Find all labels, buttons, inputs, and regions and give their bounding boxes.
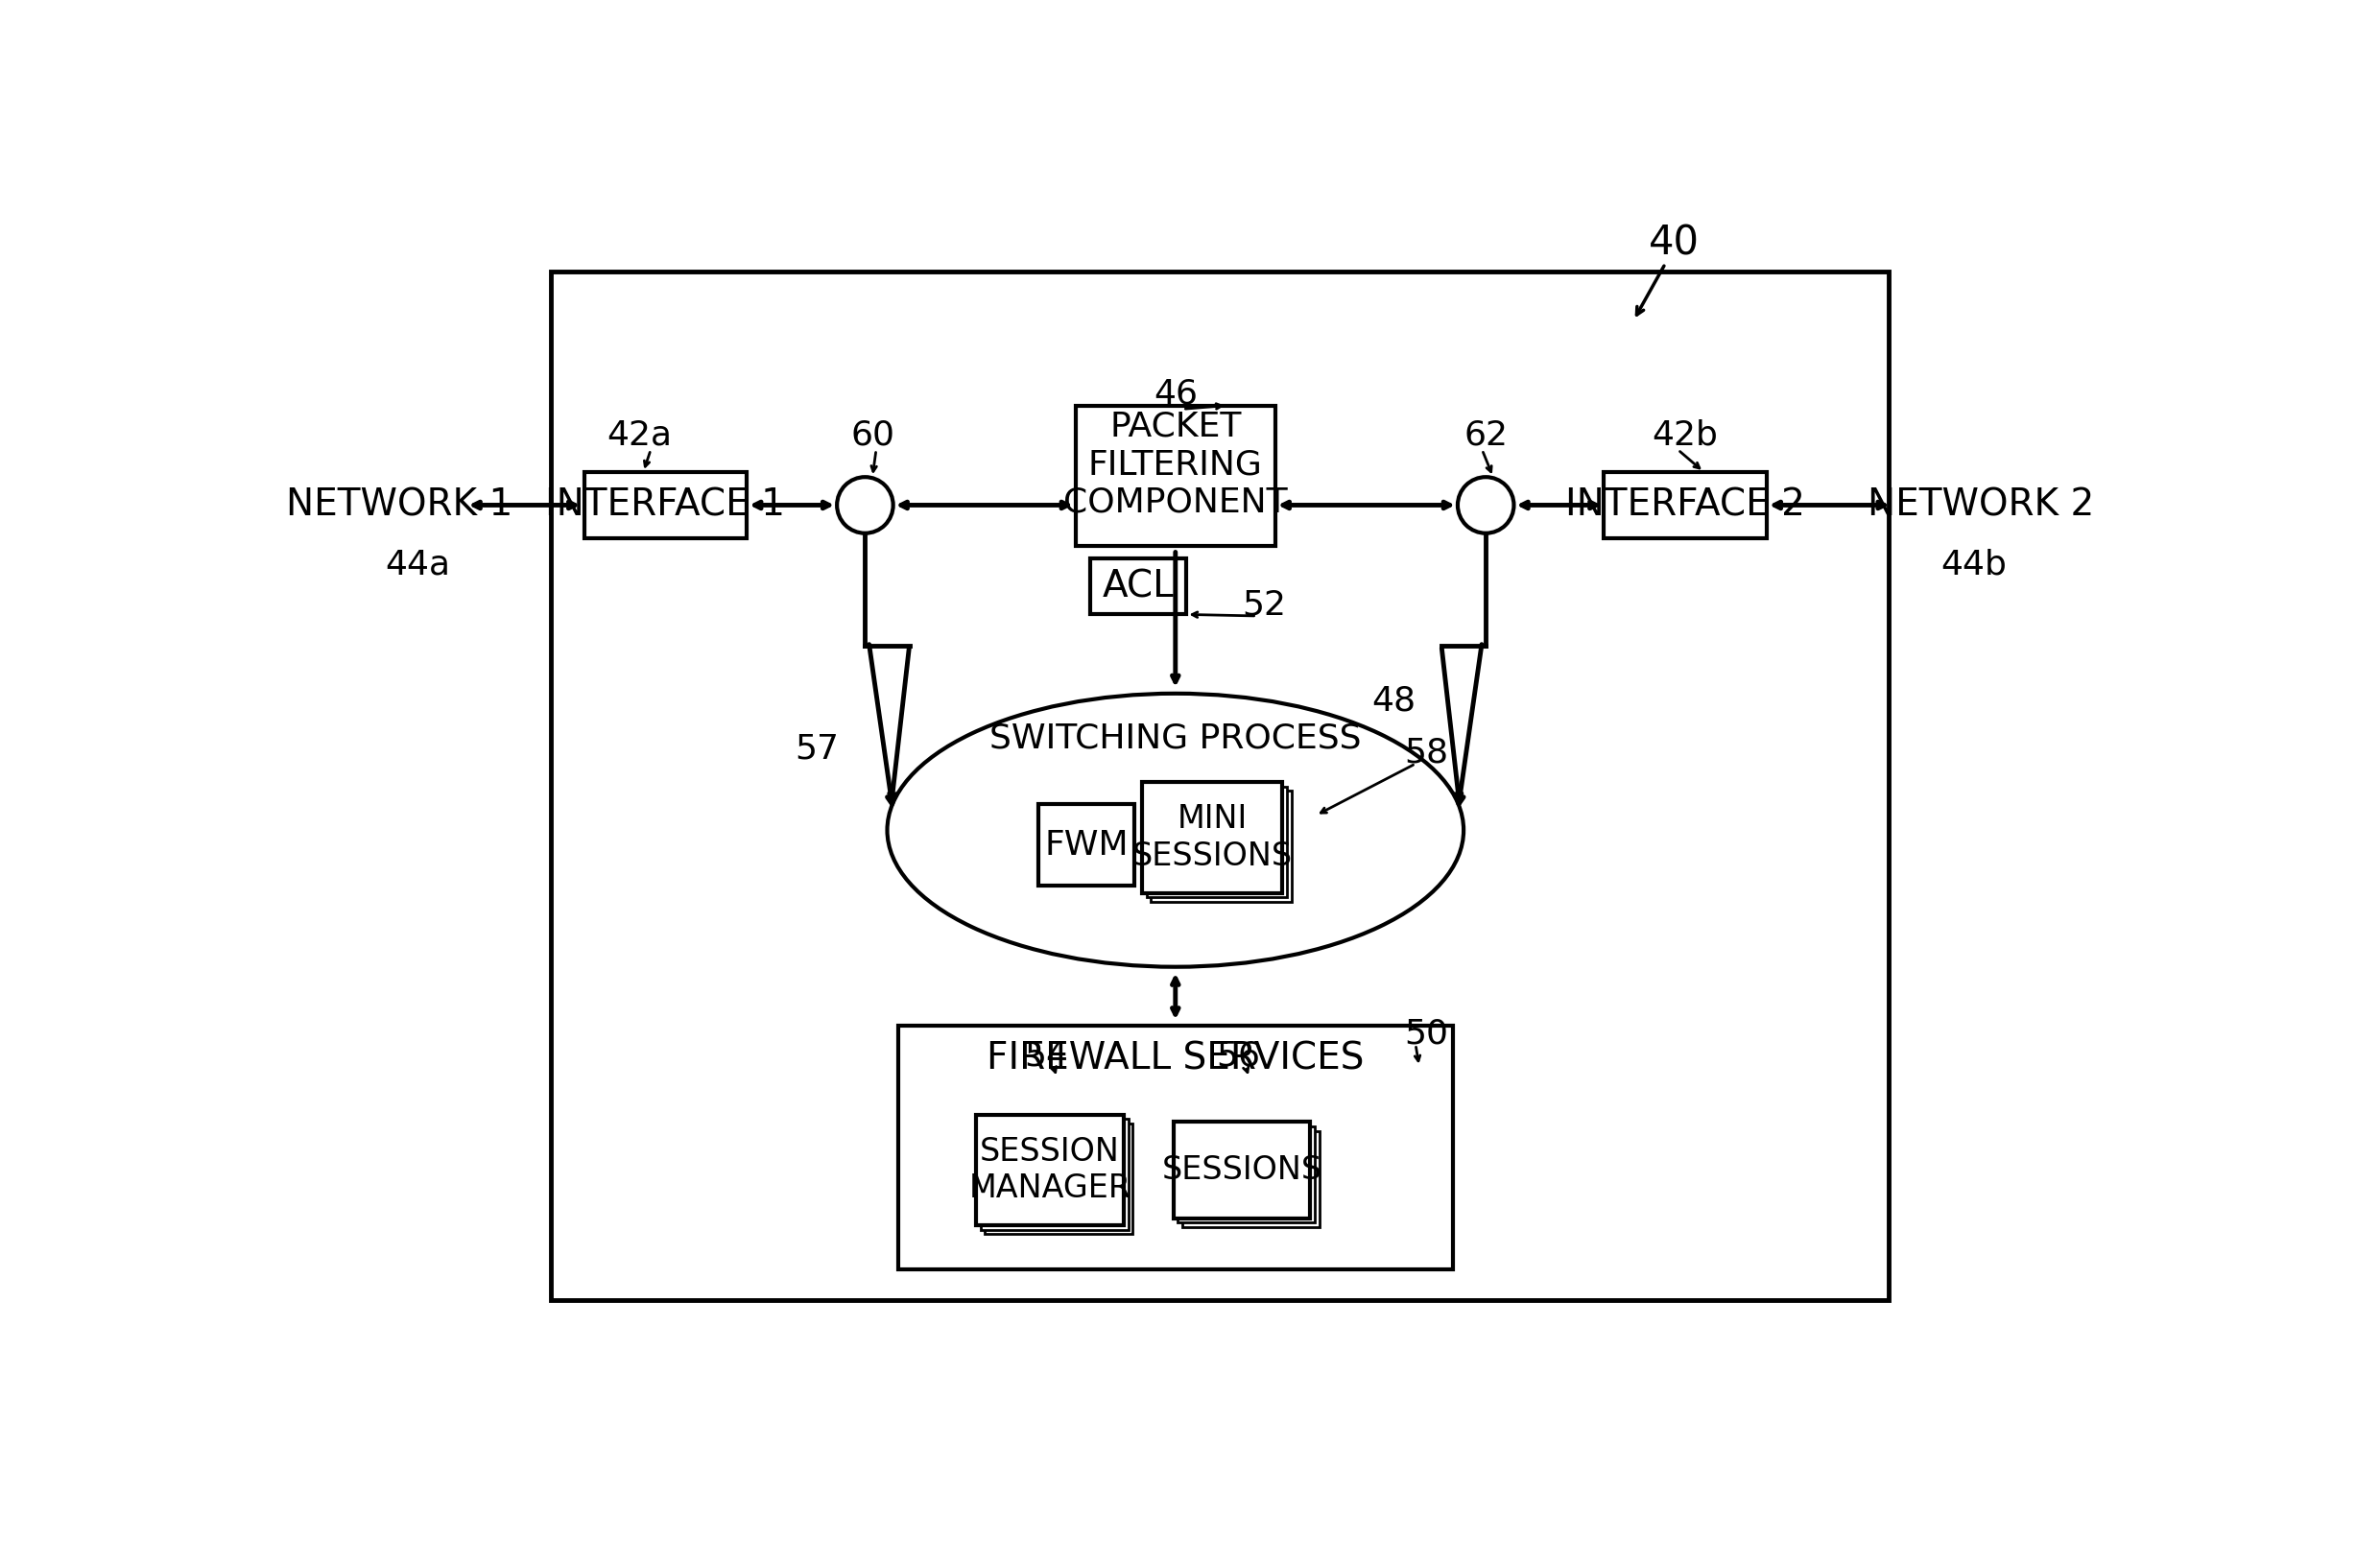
Bar <box>981 1118 1128 1229</box>
Text: 44a: 44a <box>386 548 450 581</box>
Text: FIREWALL SERVICES: FIREWALL SERVICES <box>988 1040 1364 1078</box>
Bar <box>1178 1126 1314 1223</box>
Text: 46: 46 <box>1154 378 1197 411</box>
Text: NETWORK 1: NETWORK 1 <box>286 487 514 523</box>
Bar <box>985 1123 1133 1234</box>
Text: NETWORK 2: NETWORK 2 <box>1868 487 2094 523</box>
Text: ACL: ACL <box>1102 569 1173 604</box>
Text: SESSION
MANAGER: SESSION MANAGER <box>969 1136 1130 1204</box>
Text: 44b: 44b <box>1940 548 2006 581</box>
Text: 48: 48 <box>1371 684 1416 717</box>
Text: 40: 40 <box>1649 223 1699 262</box>
Bar <box>897 1026 1452 1270</box>
Text: 60: 60 <box>850 419 895 451</box>
Text: 42a: 42a <box>607 419 671 451</box>
Text: PACKET
FILTERING
COMPONENT: PACKET FILTERING COMPONENT <box>1064 411 1288 519</box>
Bar <box>1142 783 1283 893</box>
Text: 56: 56 <box>1216 1039 1261 1072</box>
Text: 62: 62 <box>1464 419 1509 451</box>
Bar <box>1152 790 1292 901</box>
Text: SESSIONS: SESSIONS <box>1161 1154 1323 1186</box>
Bar <box>1038 804 1135 886</box>
Text: INTERFACE 2: INTERFACE 2 <box>1566 487 1804 523</box>
Text: 58: 58 <box>1404 736 1449 769</box>
Ellipse shape <box>888 694 1464 967</box>
Text: 52: 52 <box>1242 589 1285 622</box>
Text: 54: 54 <box>1023 1039 1069 1072</box>
Bar <box>976 1115 1123 1226</box>
Bar <box>1173 1122 1311 1218</box>
Bar <box>583 472 747 539</box>
Bar <box>1183 1131 1319 1226</box>
Bar <box>1076 406 1276 545</box>
Bar <box>1604 472 1766 539</box>
Text: INTERFACE 1: INTERFACE 1 <box>545 487 785 523</box>
Text: SWITCHING PROCESS: SWITCHING PROCESS <box>990 722 1361 754</box>
Bar <box>550 272 1890 1300</box>
Bar <box>1090 559 1188 614</box>
Text: MINI
SESSIONS: MINI SESSIONS <box>1133 803 1292 872</box>
Text: 50: 50 <box>1404 1017 1449 1050</box>
Text: FWM: FWM <box>1045 829 1128 861</box>
Bar <box>1147 787 1288 898</box>
Text: 42b: 42b <box>1652 419 1718 451</box>
Text: 57: 57 <box>795 733 840 765</box>
